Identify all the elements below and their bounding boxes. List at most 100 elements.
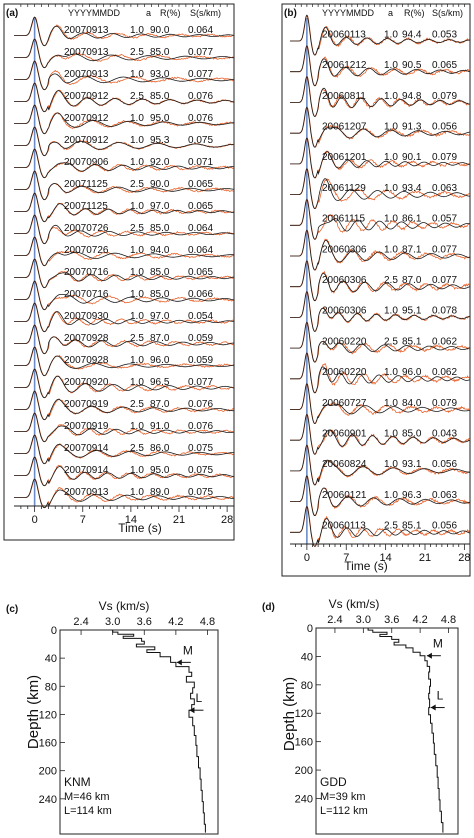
x-tick-label: 28 (221, 514, 233, 526)
marker-l-label: L (437, 689, 444, 703)
panel-d: (d) Vs (km/s) Depth (km) 2.4 3.0 3.6 4.2 4.8… (262, 597, 459, 835)
record-a: 2.5 (384, 275, 398, 286)
record-a: 1.0 (130, 311, 144, 322)
record-s: 0.075 (188, 443, 213, 454)
panel-b-synthetic-trace (290, 199, 470, 240)
panel-a-observed-trace (14, 192, 234, 223)
record-a: 2.5 (130, 223, 144, 234)
panel-b-observed-trace (290, 475, 470, 517)
panel-a-x-axis: 0 7 14 21 28 (14, 4, 234, 526)
panel-a-observed-trace (14, 258, 234, 289)
record-r: 89.0 (150, 487, 170, 498)
panel-b-traces: 20060113 1.0 94.4 0.053 20061212 1.0 90.5 0.065… (290, 14, 470, 547)
panel-b-observed-trace (290, 198, 470, 240)
record-r: 94.0 (150, 245, 170, 256)
panel-d-velocity-profile (367, 628, 444, 833)
panel-b: (b) YYYYMMDD a R(%) S(s/km) 20060113 1.0 9… (281, 3, 471, 577)
record-a: 1.0 (384, 152, 398, 163)
record-s: 0.079 (432, 398, 457, 409)
panel-b-observed-trace (290, 137, 470, 179)
record-a: 2.5 (130, 47, 144, 58)
panel-c-moho: M=46 km (64, 791, 110, 803)
y-tick-label: 0 (307, 623, 313, 635)
marker-arrowhead (430, 704, 436, 711)
panel-b-synthetic-trace (290, 352, 470, 394)
record-a: 1.0 (130, 377, 144, 388)
marker-l-label: L (195, 691, 202, 705)
record-a: 1.0 (130, 69, 144, 80)
record-date: 20070920 (64, 377, 109, 388)
x-tick-label: 21 (173, 514, 185, 526)
record-a: 1.0 (384, 29, 398, 40)
y-tick-label: 40 (45, 653, 57, 665)
record-s: 0.056 (432, 459, 457, 470)
record-r: 91.0 (150, 421, 170, 432)
record-s: 0.077 (188, 377, 213, 388)
panel-b-xlabel: Time (s) (344, 559, 388, 573)
panel-c-lab: L=114 km (64, 805, 112, 817)
record-date: 20070913 (64, 487, 109, 498)
panel-b-label: (b) (284, 8, 297, 19)
panel-a-observed-trace (14, 412, 234, 443)
record-a: 1.0 (384, 490, 398, 501)
panel-d-moho: M=39 km (320, 791, 366, 803)
x-tick-label: 4.2 (412, 614, 427, 626)
record-r: 87.1 (402, 244, 422, 255)
panel-a-observed-trace (14, 280, 234, 311)
panel-a-header-a: a (146, 8, 151, 18)
record-r: 85.0 (150, 267, 170, 278)
panel-b-observed-trace (290, 352, 470, 394)
record-date: 20070914 (64, 443, 109, 454)
record-a: 1.0 (384, 91, 398, 102)
record-s: 0.076 (188, 91, 213, 102)
record-s: 0.059 (188, 333, 213, 344)
y-tick-label: 40 (301, 651, 313, 663)
panel-a-synthetic-trace (14, 368, 234, 399)
panel-a-observed-trace (14, 368, 234, 399)
y-tick-label: 80 (45, 681, 57, 693)
panel-b-observed-trace (290, 444, 470, 486)
record-r: 85.1 (402, 521, 422, 532)
record-date: 20060220 (322, 367, 367, 378)
panel-c-station: KNM (64, 775, 91, 789)
panel-b-synthetic-trace (290, 383, 470, 425)
panel-a-frame (3, 3, 235, 541)
panel-b-observed-trace (290, 290, 470, 332)
record-r: 96.0 (150, 355, 170, 366)
record-r: 87.0 (150, 399, 170, 410)
panel-a-synthetic-trace (14, 192, 234, 223)
record-date: 20060220 (322, 336, 367, 347)
record-a: 2.5 (384, 521, 398, 532)
record-r: 96.0 (402, 367, 422, 378)
record-r: 90.0 (150, 179, 170, 190)
record-r: 90.0 (150, 25, 170, 36)
y-tick-label: 240 (295, 793, 313, 805)
x-tick-label: 4.2 (168, 616, 183, 628)
panel-a-observed-trace (14, 236, 234, 267)
record-a: 1.0 (384, 306, 398, 317)
panel-b-header-date: YYYYMMDD (322, 8, 375, 18)
record-r: 85.1 (402, 336, 422, 347)
record-date: 20060727 (322, 398, 367, 409)
panel-a-observed-trace (14, 170, 234, 201)
panel-a-traces: 20070913 1.0 90.0 0.064 20070913 2.5 85.0 0.077… (14, 16, 234, 509)
panel-a-synthetic-trace (14, 280, 234, 311)
x-tick-label: 3.6 (137, 616, 152, 628)
record-a: 1.0 (130, 245, 144, 256)
y-tick-label: 0 (51, 625, 57, 637)
record-date: 20070912 (64, 113, 109, 124)
x-tick-label: 7 (80, 514, 86, 526)
panel-a-header-s: S(s/km) (190, 8, 221, 18)
record-date: 20060306 (322, 306, 367, 317)
record-a: 1.0 (130, 465, 144, 476)
record-s: 0.056 (432, 121, 457, 132)
record-s: 0.053 (432, 29, 457, 40)
record-date: 20070928 (64, 333, 109, 344)
record-s: 0.056 (432, 521, 457, 532)
record-date: 20071125 (64, 201, 108, 212)
record-a: 2.5 (130, 91, 144, 102)
record-a: 1.0 (384, 367, 398, 378)
panel-b-synthetic-trace (290, 106, 470, 148)
y-tick-label: 200 (295, 765, 313, 777)
record-r: 93.1 (402, 459, 422, 470)
